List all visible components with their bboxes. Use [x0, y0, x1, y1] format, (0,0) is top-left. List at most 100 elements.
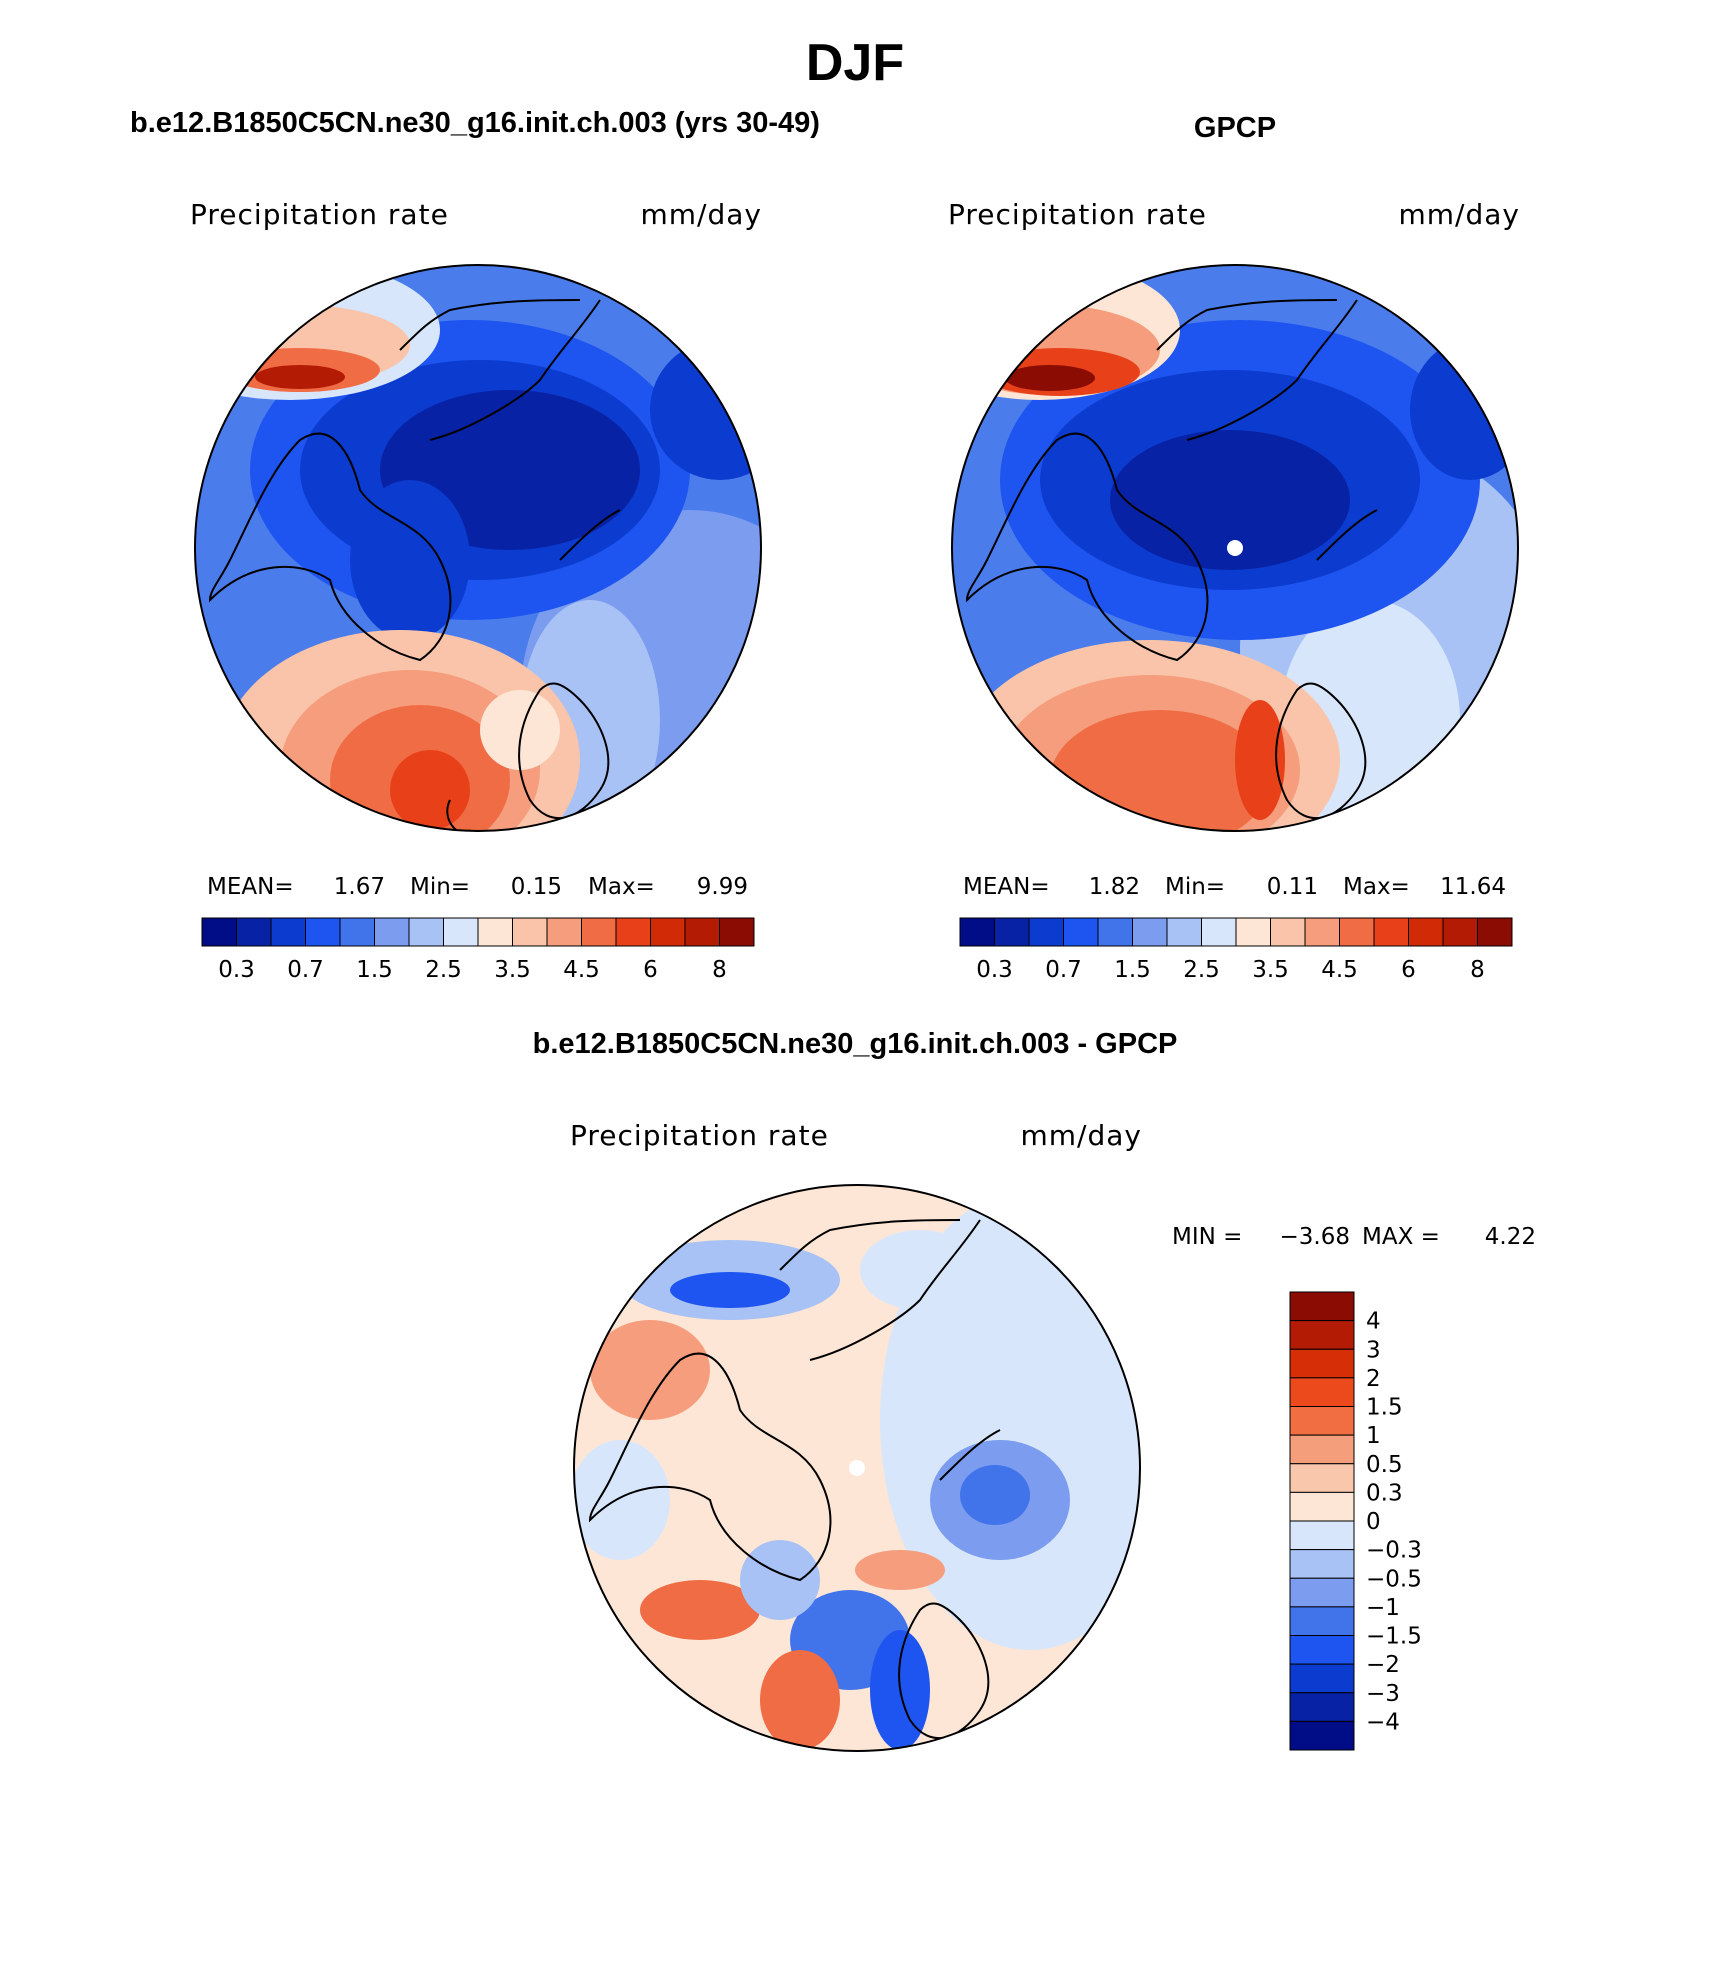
diff-colorbar-box [1289, 1291, 1355, 1322]
model-colorbar-box [270, 917, 306, 947]
panel-model-colorbar: 0.3 0.7 1.5 2.5 3.5 4.5 6 8 [201, 917, 755, 983]
obs-colorbar-box [1477, 917, 1513, 947]
model-colorbar-box [546, 917, 582, 947]
diff-colorbar-tick-label: 4 [1366, 1309, 1381, 1335]
panel-model-variable-label: Precipitation rate [190, 198, 449, 231]
diff-colorbar-box [1289, 1520, 1355, 1551]
model-colorbar-box [408, 917, 444, 947]
panel-model: b.e12.B1850C5CN.ne30_g16.init.ch.003 (yr… [130, 107, 820, 983]
model-colorbar-box [305, 917, 341, 947]
model-colorbar-box [477, 917, 513, 947]
diff-colorbar-tick-label: −2 [1366, 1652, 1400, 1678]
diff-colorbar-tick-label: 3 [1366, 1337, 1381, 1363]
obs-colorbar-box [1270, 917, 1306, 947]
diff-max-label: MAX = [1362, 1224, 1440, 1250]
diff-colorbar-tick-label: −1 [1366, 1595, 1400, 1621]
obs-colorbar-tick-label: 1.5 [1114, 957, 1151, 983]
diff-colorbar-tick-label: −1.5 [1366, 1624, 1422, 1650]
panel-diff-units-label: mm/day [1021, 1119, 1143, 1152]
model-colorbar-tick-label: 6 [643, 957, 658, 983]
diff-max-value: 4.22 [1485, 1224, 1536, 1250]
obs-colorbar-box [1442, 917, 1478, 947]
panel-obs-map-border [951, 264, 1519, 832]
figure-title: DJF [806, 34, 904, 92]
obs-min-label: Min= [1165, 874, 1225, 900]
panel-obs-polar-map [952, 265, 1518, 831]
diff-colorbar-box [1289, 1406, 1355, 1436]
model-colorbar-tick-label: 0.7 [287, 957, 324, 983]
obs-mean-label: MEAN= [963, 874, 1050, 900]
panel-obs-variable-label: Precipitation rate [948, 198, 1207, 231]
obs-colorbar-box [1235, 917, 1271, 947]
diff-colorbar-box [1289, 1463, 1355, 1493]
diff-colorbar-tick-label: 0.5 [1366, 1452, 1403, 1478]
model-colorbar-box [684, 917, 720, 947]
panel-model-units-label: mm/day [641, 198, 763, 231]
obs-colorbar-tick-label: 6 [1401, 957, 1416, 983]
panel-diff-stats: MIN = −3.68 MAX = 4.22 [1172, 1224, 1536, 1250]
model-max-value: 9.99 [697, 874, 748, 900]
diff-colorbar-tick-label: 1.5 [1366, 1395, 1403, 1421]
panel-diff-coastlines [588, 1219, 1001, 1739]
panel-obs-missing-pole [1227, 540, 1243, 556]
panel-diff-title: b.e12.B1850C5CN.ne30_g16.init.ch.003 - G… [533, 1028, 1178, 1060]
diff-colorbar-box [1289, 1577, 1355, 1608]
obs-colorbar-box [1339, 917, 1375, 947]
obs-max-value: 11.64 [1440, 874, 1506, 900]
panel-obs-colorbar: 0.3 0.7 1.5 2.5 3.5 4.5 6 8 [959, 917, 1513, 983]
model-min-value: 0.15 [511, 874, 562, 900]
diff-colorbar-tick-label: −0.5 [1366, 1566, 1422, 1592]
obs-min-value: 0.11 [1267, 874, 1318, 900]
diff-colorbar-tick-label: −0.3 [1366, 1538, 1422, 1564]
obs-colorbar-tick-label: 3.5 [1252, 957, 1289, 983]
diff-colorbar-tick-label: −3 [1366, 1681, 1400, 1707]
model-colorbar-box [615, 917, 651, 947]
obs-mean-value: 1.82 [1089, 874, 1140, 900]
model-colorbar-box [236, 917, 272, 947]
diff-colorbar-tick-label: 0.3 [1366, 1480, 1403, 1506]
model-min-label: Min= [410, 874, 470, 900]
obs-colorbar-box [1166, 917, 1202, 947]
diff-colorbar-tick-label: 2 [1366, 1366, 1381, 1392]
diff-colorbar-box [1289, 1348, 1355, 1379]
diff-colorbar-tick-label: 0 [1366, 1509, 1381, 1535]
obs-colorbar-box [1201, 917, 1237, 947]
obs-max-label: Max= [1343, 874, 1410, 900]
diff-colorbar-box [1289, 1720, 1355, 1751]
model-max-label: Max= [588, 874, 655, 900]
model-colorbar-box [374, 917, 410, 947]
model-mean-value: 1.67 [334, 874, 385, 900]
diff-colorbar-box [1289, 1663, 1355, 1694]
diff-colorbar-box [1289, 1377, 1355, 1407]
obs-colorbar-box [1132, 917, 1168, 947]
obs-colorbar-box [1028, 917, 1064, 947]
model-colorbar-tick-label: 1.5 [356, 957, 393, 983]
model-mean-label: MEAN= [207, 874, 294, 900]
model-colorbar-tick-label: 2.5 [425, 957, 462, 983]
obs-colorbar-tick-label: 8 [1470, 957, 1485, 983]
diff-colorbar-box [1289, 1549, 1355, 1579]
panel-model-stats: MEAN= 1.67 Min= 0.15 Max= 9.99 [207, 874, 748, 900]
obs-colorbar-box [1408, 917, 1444, 947]
obs-colorbar-box [1373, 917, 1409, 947]
obs-colorbar-box [1097, 917, 1133, 947]
panel-diff-missing-pole [849, 1460, 865, 1476]
obs-colorbar-box [959, 917, 995, 947]
panel-diff: b.e12.B1850C5CN.ne30_g16.init.ch.003 - G… [533, 1028, 1536, 1752]
panel-diff-polar-map [574, 1185, 1140, 1751]
obs-colorbar-tick-label: 0.3 [976, 957, 1013, 983]
panel-obs-coastlines [965, 299, 1378, 819]
model-colorbar-box [201, 917, 237, 947]
diff-colorbar-box [1289, 1491, 1355, 1522]
panel-model-coastlines [208, 299, 621, 831]
obs-colorbar-box [994, 917, 1030, 947]
panel-diff-variable-label: Precipitation rate [570, 1119, 829, 1152]
obs-colorbar-box [1304, 917, 1340, 947]
obs-colorbar-tick-label: 0.7 [1045, 957, 1082, 983]
model-colorbar-box [512, 917, 548, 947]
panel-model-map-border [194, 264, 762, 832]
diff-colorbar-tick-label: −4 [1366, 1709, 1400, 1735]
panel-obs-stats: MEAN= 1.82 Min= 0.11 Max= 11.64 [963, 874, 1506, 900]
model-colorbar-box [719, 917, 755, 947]
diff-colorbar-tick-label: 1 [1366, 1423, 1381, 1449]
